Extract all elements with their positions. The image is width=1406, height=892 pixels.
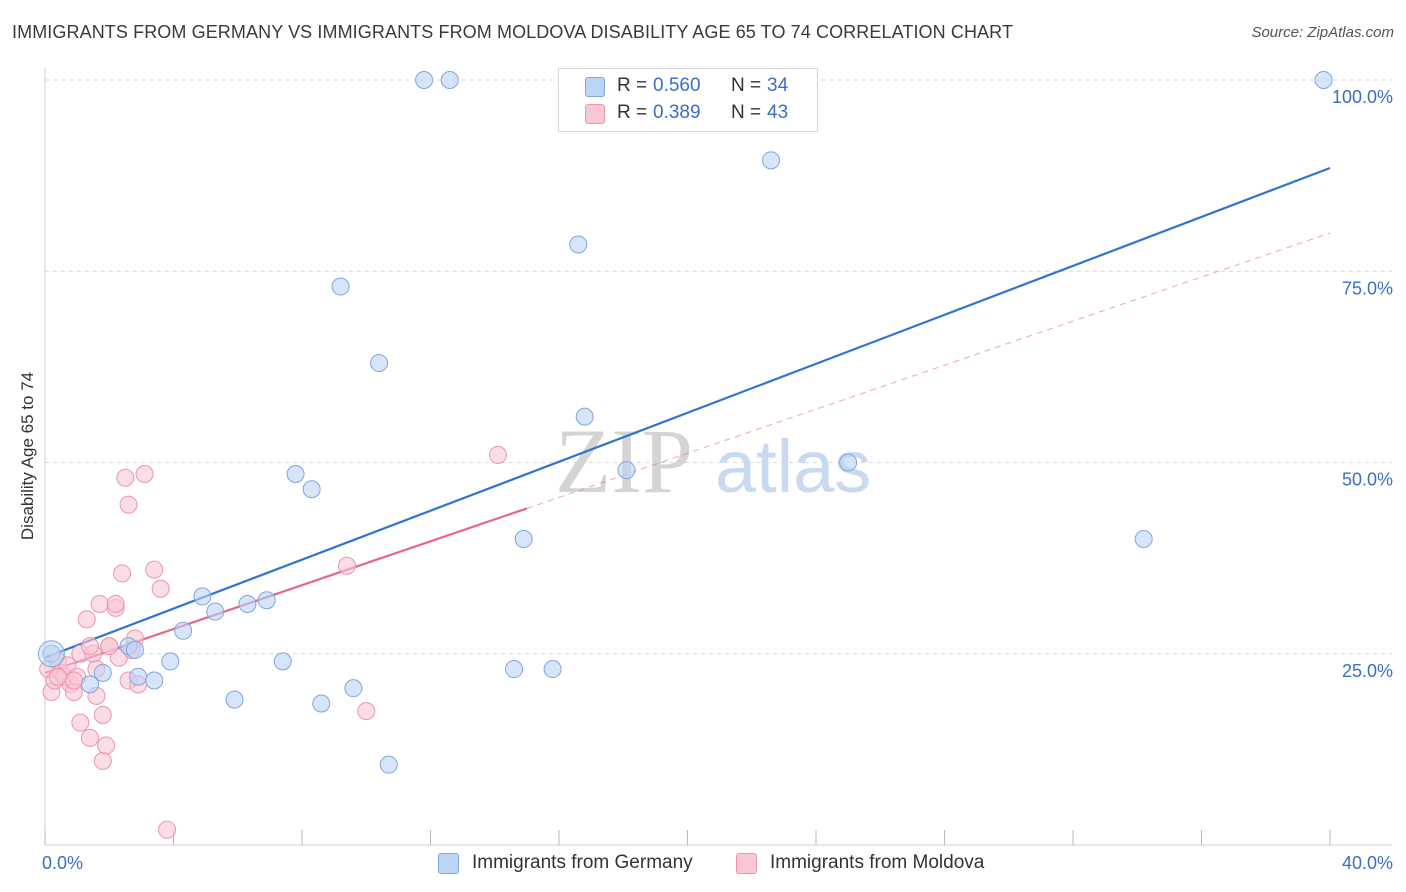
x-tick-label-max: 40.0% <box>1342 853 1393 873</box>
moldova-point-13 <box>80 728 99 747</box>
germany-point-11 <box>225 690 244 709</box>
moldova-point-42 <box>48 667 67 686</box>
legend-swatch-moldova <box>736 853 757 874</box>
moldova-point-17 <box>90 595 109 614</box>
germany-point-25 <box>514 530 533 548</box>
germany-point-18 <box>331 277 350 296</box>
moldova-point-32 <box>135 464 154 483</box>
y-tick-label-2: 75.0% <box>1342 278 1393 298</box>
legend-label-germany: Immigrants from Germany <box>472 852 693 873</box>
y-axis-label: Disability Age 65 to 74 <box>18 371 37 541</box>
grid-lines <box>45 79 1392 655</box>
germany-point-24 <box>505 660 524 679</box>
x-tick-label-min: 0.0% <box>42 853 83 873</box>
moldova-point-26 <box>116 468 135 487</box>
germany-point-14 <box>273 652 292 671</box>
moldova-point-41 <box>100 637 119 656</box>
chart-title: IMMIGRANTS FROM GERMANY VS IMMIGRANTS FR… <box>12 22 1014 42</box>
germany-point-32 <box>1134 530 1153 548</box>
moldova-swatch <box>585 104 605 124</box>
y-tick-label-0: 25.0% <box>1342 661 1393 681</box>
germany-point-15 <box>286 464 305 483</box>
legend-label-moldova: Immigrants from Moldova <box>770 852 985 873</box>
moldova-r-label: R = <box>617 102 648 123</box>
germany-n-label: N = <box>731 75 762 96</box>
moldova-point-39 <box>64 671 83 690</box>
y-tick-label-3: 100.0% <box>1332 87 1393 107</box>
tick-labels: 25.0% 50.0% 75.0% 100.0% 0.0% 40.0% <box>42 87 1393 873</box>
series-legend: Immigrants from Germany Immigrants from … <box>0 850 1406 880</box>
germany-point-7 <box>161 652 180 671</box>
germany-point-16 <box>302 480 321 499</box>
moldova-point-33 <box>145 560 164 579</box>
germany-swatch <box>585 77 605 97</box>
moldova-point-12 <box>77 610 96 629</box>
moldova-point-34 <box>151 579 170 598</box>
germany-point-12 <box>238 595 257 614</box>
germany-point-2 <box>93 663 112 682</box>
germany-point-30 <box>762 151 781 170</box>
watermark: ZIP atlas <box>555 410 871 512</box>
germany-point-26 <box>543 660 562 679</box>
moldova-point-27 <box>119 495 138 514</box>
germany-point-17 <box>312 694 331 713</box>
germany-r-value: 0.560 <box>653 75 701 96</box>
germany-point-5 <box>125 640 144 659</box>
germany-point-21 <box>379 755 398 774</box>
moldova-point-6 <box>58 656 77 675</box>
germany-point-23 <box>440 71 459 89</box>
moldova-point-25 <box>113 564 132 583</box>
germany-cluster-point <box>37 640 65 668</box>
moldova-point-20 <box>97 736 116 755</box>
germany-point-6 <box>145 671 164 690</box>
watermark-zip: ZIP <box>555 410 693 512</box>
source-label: Source: ZipAtlas.com <box>1251 24 1394 41</box>
germany-r-label: R = <box>617 75 648 96</box>
y-tick-label-1: 50.0% <box>1342 470 1393 490</box>
germany-trend-line <box>44 166 1331 659</box>
moldova-n-value: 43 <box>767 102 789 123</box>
moldova-point-18 <box>93 751 112 770</box>
stats-legend: R = 0.560 N = 34 R = 0.389 N = 43 <box>558 68 818 132</box>
germany-point-19 <box>344 679 363 698</box>
axes <box>44 68 1392 846</box>
germany-point-27 <box>569 235 588 254</box>
moldova-point-23 <box>106 595 125 614</box>
moldova-point-19 <box>93 705 112 724</box>
germany-point-33 <box>1314 71 1333 89</box>
moldova-point-37 <box>357 702 376 721</box>
germany-point-8 <box>174 621 193 640</box>
moldova-point-11 <box>71 713 90 732</box>
germany-point-28 <box>575 407 594 426</box>
moldova-point-38 <box>488 445 507 464</box>
germany-point-22 <box>415 71 434 89</box>
moldova-trend-extension <box>526 232 1331 509</box>
moldova-point-36 <box>337 556 356 575</box>
germany-point-29 <box>617 461 636 480</box>
moldova-n-label: N = <box>731 102 762 123</box>
germany-point-9 <box>193 587 212 606</box>
moldova-r-value: 0.389 <box>653 102 701 123</box>
germany-point-1 <box>80 675 99 694</box>
data-points <box>37 71 1333 839</box>
germany-point-10 <box>206 602 225 621</box>
germany-point-31 <box>839 453 858 472</box>
legend-swatch-germany <box>438 853 459 874</box>
germany-n-value: 34 <box>767 75 789 96</box>
germany-point-20 <box>370 354 389 373</box>
germany-point-13 <box>257 591 276 610</box>
germany-point-4 <box>129 667 148 686</box>
moldova-point-40 <box>80 637 99 656</box>
moldova-point-35 <box>158 820 177 839</box>
